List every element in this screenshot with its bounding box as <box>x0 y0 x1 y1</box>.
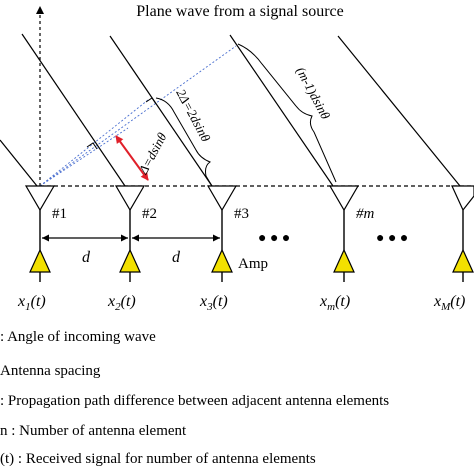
ray-3 <box>109 35 213 187</box>
ellipsis-left: ● ● ● <box>258 231 290 246</box>
label-delta: Δ=dsinθ <box>135 130 170 178</box>
ray-4 <box>229 34 334 187</box>
spacing-label-2: d <box>172 249 181 266</box>
legend-spacing: Antenna spacing <box>0 363 101 379</box>
right-angle-markers <box>86 97 157 150</box>
antenna-number-m: #m <box>356 206 375 222</box>
antenna-array-diagram: Plane wave from a signal source Δ=dsinθ … <box>0 3 474 313</box>
ray-1 <box>0 139 38 187</box>
wavefront-line-upper <box>39 45 237 187</box>
antenna-number-3: #3 <box>234 206 249 222</box>
antenna-element-1 <box>24 185 56 282</box>
ellipsis-right: ● ● ● <box>376 231 408 246</box>
antenna-element-m <box>328 185 360 282</box>
incoming-rays <box>0 33 461 187</box>
delta-arrow <box>115 135 149 181</box>
ray-2 <box>21 33 126 187</box>
signal-label-m: xm(t) <box>319 293 350 313</box>
brace-two-delta <box>155 97 213 187</box>
antenna-number-2: #2 <box>142 206 157 222</box>
wavefront-line-mid <box>39 99 149 187</box>
legend-path-difference: : Propagation path difference between ad… <box>0 393 390 409</box>
wavefront-guides <box>39 45 237 187</box>
legend-received-signal: (t) : Received signal for number of ante… <box>0 451 316 467</box>
label-m-minus-1: (m-1)dsinθ <box>293 64 333 122</box>
signal-label-2: x2(t) <box>107 293 136 313</box>
label-two-delta: 2Δ=2dsinθ <box>173 86 214 144</box>
brace-m-minus-1 <box>237 43 337 183</box>
legend-angle: : Angle of incoming wave <box>0 329 156 345</box>
antenna-number-1: #1 <box>52 206 67 222</box>
antenna-element-3 <box>206 185 238 282</box>
amp-label: Amp <box>238 256 268 272</box>
diagram-title: Plane wave from a signal source <box>136 3 343 20</box>
wavefront-line-lower <box>39 127 129 187</box>
ray-5 <box>337 35 461 187</box>
antenna-element-2 <box>114 185 146 282</box>
signal-label-M: xM(t) <box>433 293 465 313</box>
signal-label-3: x3(t) <box>199 293 228 313</box>
antenna-element-M <box>451 185 474 282</box>
legend-element-count: n : Number of antenna element <box>0 423 187 439</box>
spacing-label-1: d <box>82 249 91 266</box>
signal-label-1: x1(t) <box>17 293 46 313</box>
